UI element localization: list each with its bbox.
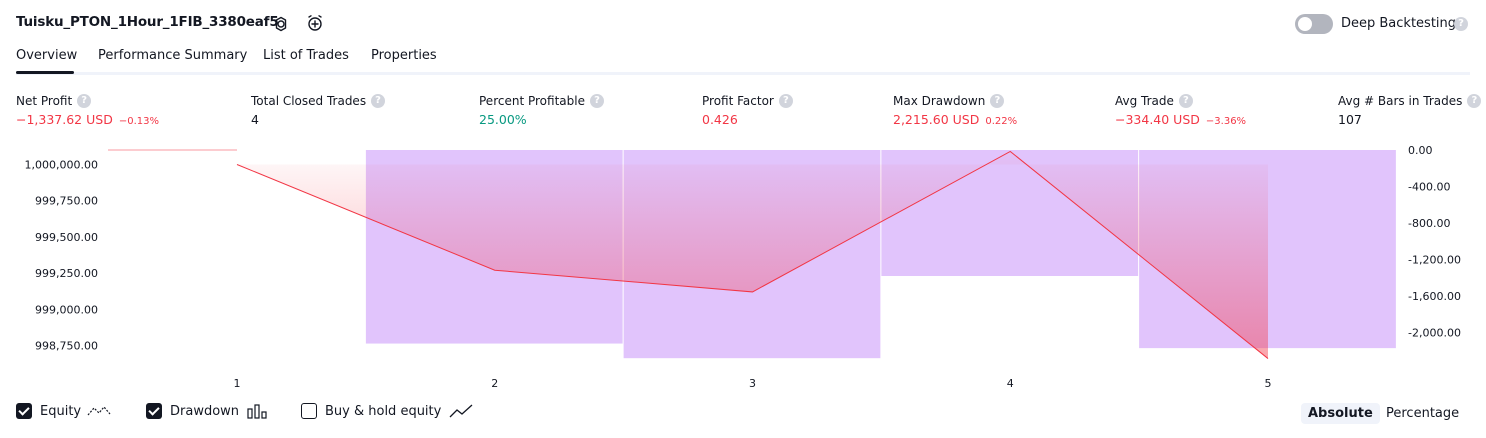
- buy-hold-checkbox[interactable]: [301, 403, 317, 419]
- metric-value: −334.40 USD: [1115, 112, 1200, 127]
- equity-chart[interactable]: 1,000,000.00 999,750.00 999,500.00 999,250.…: [0, 0, 1486, 400]
- metric-value: 25.00%: [479, 112, 527, 127]
- metric-value: 107: [1338, 112, 1362, 127]
- x-axis-tick: 5: [1265, 377, 1272, 390]
- left-axis-tick: 999,000.00: [35, 303, 98, 316]
- help-icon[interactable]: ?: [1454, 17, 1468, 31]
- active-tab-indicator: [16, 71, 74, 74]
- metric-value: 4: [251, 112, 259, 127]
- metric-percent: −0.13%: [118, 116, 159, 127]
- legend-drawdown[interactable]: Drawdown: [146, 403, 269, 419]
- info-icon[interactable]: ?: [1467, 94, 1482, 108]
- tab-list-of-trades[interactable]: List of Trades: [263, 48, 349, 63]
- x-axis-tick: 4: [1007, 377, 1014, 390]
- left-axis-tick: 1,000,000.00: [25, 158, 98, 171]
- metric-percent: 0.22%: [985, 116, 1018, 127]
- metric-total-closed-trades: Total Closed Trades? 4: [251, 94, 386, 127]
- metric-label: Profit Factor: [702, 94, 774, 108]
- right-axis-tick: 0.00: [1408, 144, 1433, 157]
- info-icon[interactable]: ?: [589, 94, 604, 108]
- deep-backtesting-label: Deep Backtesting: [1341, 16, 1457, 31]
- drawdown-bars-icon: [247, 404, 267, 419]
- drawdown-checkbox[interactable]: [146, 403, 162, 419]
- info-icon[interactable]: ?: [371, 94, 386, 108]
- tab-properties[interactable]: Properties: [371, 48, 437, 63]
- right-axis-tick: -800.00: [1408, 217, 1450, 230]
- legend-label: Drawdown: [170, 403, 240, 419]
- metric-percent: −3.36%: [1205, 116, 1247, 127]
- metric-label: Max Drawdown: [893, 94, 986, 108]
- percentage-button[interactable]: Percentage: [1386, 406, 1460, 421]
- info-icon[interactable]: ?: [1178, 94, 1193, 108]
- right-axis-tick: -400.00: [1408, 181, 1450, 194]
- metric-percent-profitable: Percent Profitable? 25.00%: [479, 94, 604, 127]
- right-axis-tick: -1,200.00: [1408, 254, 1461, 267]
- deep-backtesting-toggle[interactable]: [1295, 14, 1333, 34]
- x-axis-tick: 3: [749, 377, 756, 390]
- legend-label: Equity: [40, 403, 82, 419]
- toggle-knob: [1298, 17, 1312, 31]
- info-icon[interactable]: ?: [77, 94, 92, 108]
- metric-max-drawdown: Max Drawdown? 2,215.60 USD 0.22%: [893, 94, 1017, 127]
- equity-line-icon: [87, 406, 111, 416]
- absolute-button[interactable]: Absolute: [1301, 403, 1380, 424]
- legend-buy-hold[interactable]: Buy & hold equity: [301, 403, 473, 419]
- legend-equity[interactable]: Equity: [16, 403, 111, 419]
- metric-avg-trade: Avg Trade? −334.40 USD −3.36%: [1115, 94, 1246, 127]
- metric-profit-factor: Profit Factor? 0.426: [702, 94, 793, 127]
- metric-label: Total Closed Trades: [251, 94, 367, 108]
- metric-label: Percent Profitable: [479, 94, 585, 108]
- left-axis-tick: 999,500.00: [35, 231, 98, 244]
- alarm-add-icon[interactable]: [306, 14, 324, 32]
- metric-avg-bars: Avg # Bars in Trades? 107: [1338, 94, 1482, 127]
- left-axis-tick: 999,250.00: [35, 267, 98, 280]
- gear-icon[interactable]: [272, 15, 290, 33]
- legend-label: Buy & hold equity: [325, 403, 442, 419]
- info-icon[interactable]: ?: [778, 94, 793, 108]
- metric-label: Avg Trade: [1115, 94, 1174, 108]
- left-axis-tick: 999,750.00: [35, 195, 98, 208]
- equity-checkbox[interactable]: [16, 403, 32, 419]
- metric-label: Avg # Bars in Trades: [1338, 94, 1463, 108]
- tab-overview[interactable]: Overview: [16, 48, 78, 63]
- x-axis-tick: 2: [491, 377, 498, 390]
- metric-value: −1,337.62 USD: [16, 112, 113, 127]
- right-axis-tick: -2,000.00: [1408, 327, 1461, 340]
- tab-performance-summary[interactable]: Performance Summary: [98, 48, 248, 63]
- equity-area: [237, 151, 1268, 359]
- left-axis-tick: 998,750.00: [35, 340, 98, 353]
- metric-label: Net Profit: [16, 94, 73, 108]
- metric-value: 2,215.60 USD: [893, 112, 980, 127]
- tabs-divider: [16, 72, 1470, 75]
- right-axis-tick: -1,600.00: [1408, 290, 1461, 303]
- info-icon[interactable]: ?: [990, 94, 1005, 108]
- strategy-title: Tuisku_PTON_1Hour_1FIB_3380eaf5: [16, 14, 279, 30]
- metric-net-profit: Net Profit? −1,337.62 USD −0.13%: [16, 94, 159, 127]
- metric-value: 0.426: [702, 112, 738, 127]
- buy-hold-line-icon: [449, 404, 473, 418]
- x-axis-tick: 1: [234, 377, 241, 390]
- equity-line: [236, 150, 1269, 359]
